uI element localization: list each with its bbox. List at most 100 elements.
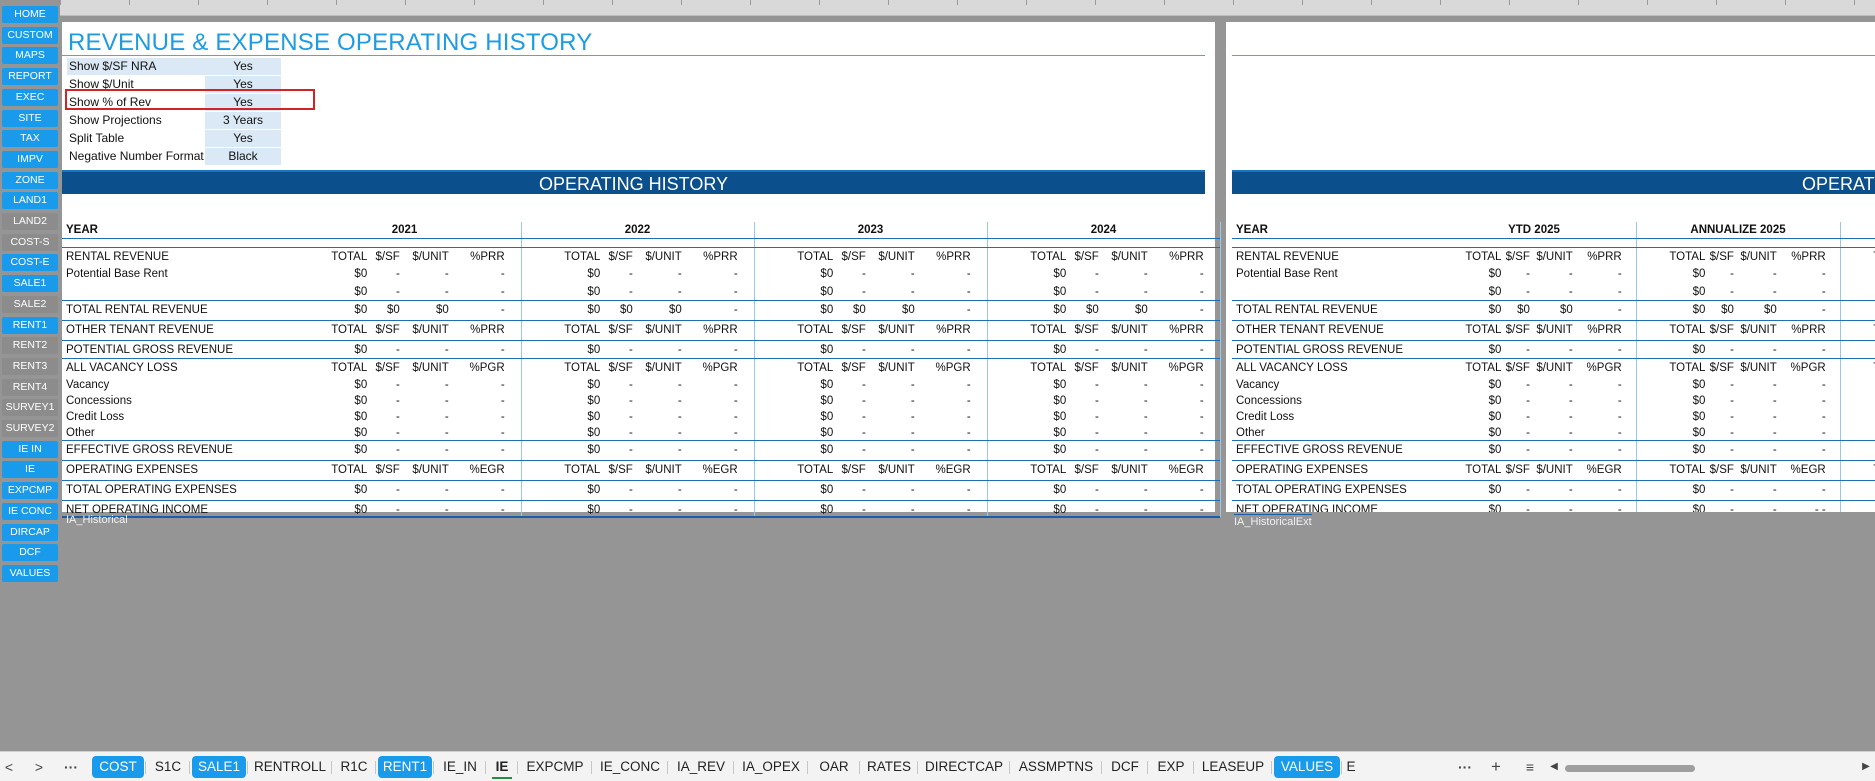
sheet-tab-rates[interactable]: RATES: [866, 759, 911, 774]
value-unit: -: [1568, 444, 1573, 456]
value-total: $0: [354, 379, 368, 391]
scroll-right-icon[interactable]: ▶: [1862, 761, 1870, 772]
selection-highlight: [65, 89, 315, 110]
tab-separator: [591, 761, 592, 774]
sheet-tab-sale1[interactable]: SALE1: [192, 756, 246, 778]
nav-button-values[interactable]: VALUES: [2, 564, 58, 582]
row-label: Credit Loss: [66, 411, 125, 423]
sheet-tab-ie-conc[interactable]: IE_CONC: [599, 759, 660, 774]
nav-button-custom[interactable]: CUSTOM: [2, 26, 58, 44]
nav-button-cost-e[interactable]: COST-E: [2, 254, 58, 272]
table-row: TOTAL RENTAL REVENUE $0 $0 $0 - $0 $0 $0 - $0 $0 $0…: [62, 302, 1215, 318]
tab-more-right-button[interactable]: ···: [1458, 759, 1472, 775]
nav-button-home[interactable]: HOME: [2, 6, 58, 23]
option-value-dropdown[interactable]: Yes: [205, 58, 281, 75]
sheet-tab-leaseup[interactable]: LEASEUP: [1201, 759, 1265, 774]
horizontal-scrollbar[interactable]: [1565, 765, 1695, 772]
nav-button-sale2[interactable]: SALE2: [2, 295, 58, 313]
value-psf: -: [628, 286, 633, 298]
nav-button-expcmp[interactable]: EXPCMP: [2, 482, 58, 500]
nav-button-sale1[interactable]: SALE1: [2, 275, 58, 293]
nav-button-dcf[interactable]: DCF: [2, 544, 58, 562]
sheet-tab-ie[interactable]: IE: [488, 756, 516, 779]
nav-button-tax[interactable]: TAX: [2, 130, 58, 148]
sheet-tab-s1c[interactable]: S1C: [154, 759, 182, 774]
col-header-psf: $/SF: [375, 464, 400, 476]
nav-button-dircap[interactable]: DIRCAP: [2, 523, 58, 541]
sheet-tab-rent1[interactable]: RENT1: [378, 756, 432, 778]
table-row: TOTAL OPERATING EXPENSES$0---$0---$0---: [1226, 482, 1875, 498]
value-total: $0: [820, 427, 834, 439]
col-header-total: TOTAL: [1669, 362, 1706, 374]
value-psf: -: [1094, 379, 1099, 391]
tab-separator: [433, 761, 434, 774]
option-value-dropdown[interactable]: Yes: [205, 130, 281, 147]
nav-button-land1[interactable]: LAND1: [2, 192, 58, 210]
nav-button-survey1[interactable]: SURVEY1: [2, 399, 58, 417]
col-header-psf: $/SF: [608, 324, 633, 336]
sheet-tab-r1c[interactable]: R1C: [340, 759, 368, 774]
sheet-tab-cost[interactable]: COST: [92, 756, 144, 778]
nav-button-rent1[interactable]: RENT1: [2, 316, 58, 334]
sheet-tab-rentroll[interactable]: RENTROLL: [253, 759, 326, 774]
sheet-tab-assmptns[interactable]: ASSMPTNS: [1018, 759, 1094, 774]
nav-button-zone[interactable]: ZONE: [2, 171, 58, 189]
col-header-total: TOTAL: [1840, 249, 1875, 265]
add-sheet-button[interactable]: +: [1491, 757, 1501, 776]
option-value-dropdown[interactable]: Yes: [205, 76, 281, 93]
value-pct: -: [966, 286, 971, 298]
value-total: $0: [820, 286, 834, 298]
table-row: EFFECTIVE GROSS REVENUE $0 - - - $0 - - - $0 - - - $0…: [62, 442, 1215, 458]
option-value-dropdown[interactable]: 3 Years: [205, 112, 281, 129]
value-psf: -: [1730, 344, 1734, 356]
nav-button-land2[interactable]: LAND2: [2, 213, 58, 230]
nav-button-ie[interactable]: IE: [2, 461, 58, 479]
nav-button-report[interactable]: REPORT: [2, 68, 58, 86]
sheet-tab-ia-opex[interactable]: IA_OPEX: [742, 759, 800, 774]
value-unit: -: [1772, 395, 1777, 407]
nav-button-rent2[interactable]: RENT2: [2, 337, 58, 355]
nav-button-maps[interactable]: MAPS: [2, 47, 58, 65]
scroll-left-icon[interactable]: ◀: [1550, 761, 1558, 772]
col-header-pct: %PGR: [1586, 362, 1622, 374]
value-total: $0: [1488, 379, 1502, 391]
sheet-tab-dcf[interactable]: DCF: [1111, 759, 1139, 774]
sheet-tab-ia-rev[interactable]: IA_REV: [676, 759, 726, 774]
nav-button-cost-s[interactable]: COST-S: [2, 233, 58, 251]
nav-button-ie-in[interactable]: IE IN: [2, 440, 58, 458]
tab-prev-button[interactable]: <: [4, 759, 14, 775]
tab-next-button[interactable]: >: [34, 759, 44, 775]
nav-button-impv[interactable]: IMPV: [2, 150, 58, 168]
sheet-tab-oar[interactable]: OAR: [819, 759, 849, 774]
option-value-dropdown[interactable]: Yes: [205, 94, 281, 111]
col-header-total: TOTAL: [1669, 324, 1706, 336]
sheet-tab-e[interactable]: E: [1346, 759, 1356, 774]
option-value-dropdown[interactable]: Black: [205, 148, 281, 165]
value-psf: -: [861, 395, 866, 407]
nav-button-exec[interactable]: EXEC: [2, 88, 58, 106]
value-unit: -: [444, 379, 449, 391]
nav-button-site[interactable]: SITE: [2, 109, 58, 127]
value-unit: -: [1143, 286, 1148, 298]
sheet-tab-exp[interactable]: EXP: [1157, 759, 1185, 774]
year-header: 2024: [1090, 224, 1117, 236]
sheet-tab-directcap[interactable]: DIRECTCAP: [924, 759, 1003, 774]
nav-button-ie-conc[interactable]: IE CONC: [2, 502, 58, 520]
nav-button-rent3[interactable]: RENT3: [2, 357, 58, 375]
sheet-tab-ie-in[interactable]: IE_IN: [443, 759, 477, 774]
row-rule: [1232, 440, 1875, 441]
value-psf: -: [1094, 268, 1099, 280]
col-header-pct: %PGR: [1168, 362, 1204, 374]
col-header-total: TOTAL: [1840, 360, 1875, 376]
nav-button-survey2[interactable]: SURVEY2: [2, 420, 58, 437]
value-psf: -: [395, 344, 400, 356]
sheet-tab-values[interactable]: VALUES: [1274, 756, 1340, 778]
tab-more-left-button[interactable]: ···: [64, 759, 78, 775]
nav-button-rent4[interactable]: RENT4: [2, 378, 58, 396]
sheet-tab-expcmp[interactable]: EXPCMP: [526, 759, 584, 774]
value-psf: -: [861, 504, 866, 516]
sheet-list-icon[interactable]: ≡: [1525, 759, 1535, 775]
table-row: RENTAL REVENUE TOTAL $/SF $/UNIT %PRR TOTAL $/…: [62, 249, 1215, 265]
row-label: [66, 284, 282, 300]
value-pct: -: [1199, 411, 1204, 423]
